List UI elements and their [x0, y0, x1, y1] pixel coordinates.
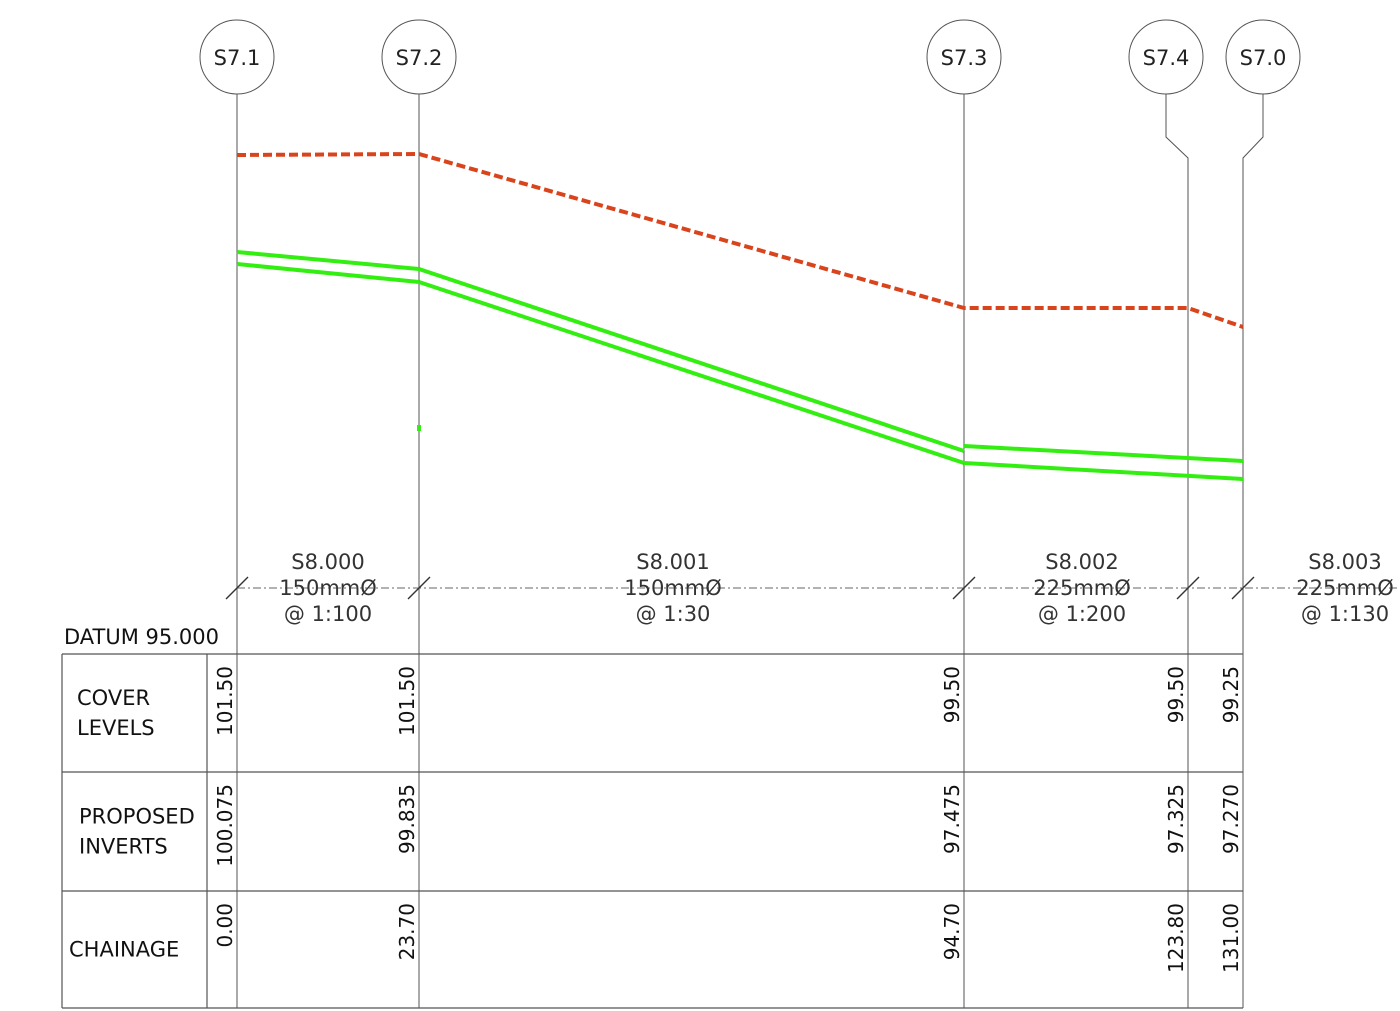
pipe-ref-label: S8.001 [636, 550, 709, 574]
manhole-verticals [236, 94, 1264, 1008]
pipe-gradient-label: @ 1:200 [1038, 602, 1126, 626]
table-value: 131.00 [1219, 903, 1243, 973]
table-value: 100.075 [213, 784, 237, 867]
pipe-size-label: 225mmØ [1033, 576, 1131, 600]
manhole-circle [1128, 19, 1204, 95]
table-value: 99.50 [940, 666, 964, 723]
manhole-label: S7.3 [941, 46, 988, 70]
datum-label: DATUM 95.000 [64, 625, 219, 649]
table-value: 97.270 [1219, 784, 1243, 854]
pipe-gradient-label: @ 1:130 [1301, 602, 1389, 626]
pipe-size-label: 225mmØ [1296, 576, 1394, 600]
manhole-circle [199, 19, 275, 95]
pipe-wall-line [418, 267, 965, 453]
manhole-label: S7.1 [214, 46, 261, 70]
cover-level-polyline [236, 151, 1244, 329]
pipe-wall-line [963, 444, 1244, 463]
table-value: 99.25 [1219, 666, 1243, 723]
manhole-label: S7.4 [1143, 46, 1190, 70]
pipe-marker [417, 425, 421, 431]
pipe-wall-line [418, 280, 965, 465]
manhole-markers: S7.1 S7.2 S7.3 S7.4 S7.0 [199, 19, 1301, 95]
pipe-break-tick [952, 576, 976, 600]
pipe-gradient-label: @ 1:100 [284, 602, 372, 626]
table-value: 97.325 [1164, 784, 1188, 854]
table-value: 0.00 [213, 903, 237, 948]
table-value: 97.475 [940, 784, 964, 854]
table-row-label: LEVELS [77, 716, 155, 740]
manhole-label: S7.0 [1240, 46, 1287, 70]
table-row-label: PROPOSED [79, 805, 195, 829]
pipe-lines [236, 250, 1244, 481]
pipe-ref-label: S8.002 [1045, 550, 1118, 574]
table-value: 101.50 [395, 666, 419, 736]
pipe-wall-line [963, 461, 1244, 481]
pipe-break-tick [1176, 576, 1200, 600]
table-row-label: COVER [77, 686, 150, 710]
manhole-vertical-line [1242, 94, 1264, 1008]
cover-level-line [236, 151, 1244, 329]
table-value: 94.70 [940, 903, 964, 960]
pipe-ref-label: S8.000 [291, 550, 364, 574]
table-value: 99.50 [1164, 666, 1188, 723]
manhole-circle [381, 19, 457, 95]
pipe-break-tick [1231, 576, 1255, 600]
level-table: COVER LEVELS PROPOSED INVERTS CHAINAGE 101.50… [61, 653, 1243, 1009]
manhole-circle [1225, 19, 1301, 95]
pipe-size-label: 150mmØ [624, 576, 722, 600]
pipe-break-tick [225, 576, 249, 600]
pipe-ref-label: S8.003 [1308, 550, 1381, 574]
manhole-circle [926, 19, 1002, 95]
manhole-label: S7.2 [396, 46, 443, 70]
table-value: 99.835 [395, 784, 419, 854]
manhole-vertical-line [1165, 94, 1189, 1008]
table-value: 101.50 [213, 666, 237, 736]
table-value: 23.70 [395, 903, 419, 960]
table-row-label: CHAINAGE [69, 938, 179, 962]
table-value: 123.80 [1164, 903, 1188, 973]
table-row-label: INVERTS [79, 835, 168, 859]
pipe-size-label: 150mmØ [279, 576, 377, 600]
pipe-wall-line [236, 262, 420, 284]
pipe-break-tick [407, 576, 431, 600]
pipe-wall-line [236, 250, 420, 271]
pipe-gradient-label: @ 1:30 [636, 602, 711, 626]
